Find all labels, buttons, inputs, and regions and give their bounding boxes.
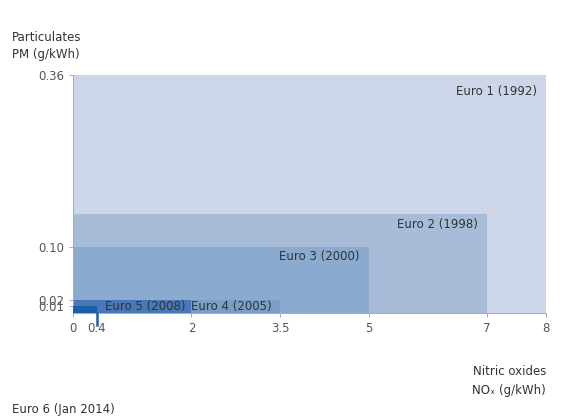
Bar bbox=[73, 299, 280, 313]
Bar bbox=[73, 214, 487, 313]
Text: NOₓ (g/kWh): NOₓ (g/kWh) bbox=[472, 384, 546, 397]
Text: Nitric oxides: Nitric oxides bbox=[473, 365, 546, 378]
Text: Particulates: Particulates bbox=[12, 31, 81, 44]
Text: Euro 3 (2000): Euro 3 (2000) bbox=[279, 250, 360, 263]
Text: Euro 6 (Jan 2014): Euro 6 (Jan 2014) bbox=[12, 403, 114, 416]
Bar bbox=[73, 299, 191, 313]
Text: Euro 1 (1992): Euro 1 (1992) bbox=[456, 85, 537, 98]
Text: Euro 2 (1998): Euro 2 (1998) bbox=[397, 219, 478, 231]
Text: Euro 5 (2008): Euro 5 (2008) bbox=[105, 300, 186, 313]
Bar bbox=[73, 306, 97, 313]
Text: Euro 4 (2005): Euro 4 (2005) bbox=[191, 300, 271, 313]
Bar bbox=[73, 247, 369, 313]
Text: PM (g/kWh): PM (g/kWh) bbox=[12, 48, 79, 61]
